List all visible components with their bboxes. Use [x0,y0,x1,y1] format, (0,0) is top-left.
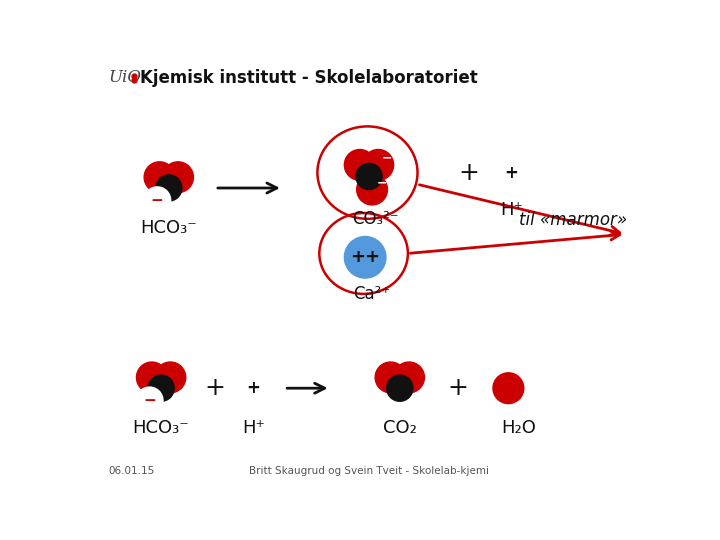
Circle shape [155,362,186,393]
Text: til «marmor»: til «marmor» [519,211,627,230]
Circle shape [144,187,171,213]
Circle shape [475,375,501,401]
Circle shape [344,237,386,278]
Circle shape [375,362,406,393]
Circle shape [498,159,526,186]
Text: +: + [447,376,468,400]
Circle shape [514,380,540,406]
Text: H⁺: H⁺ [500,200,523,219]
Text: −: − [377,176,387,189]
Text: H⁺: H⁺ [242,419,265,437]
Circle shape [144,162,175,193]
Circle shape [163,162,194,193]
Text: +: + [459,160,480,185]
Circle shape [137,387,163,414]
Text: +: + [204,376,225,400]
Circle shape [394,362,425,393]
Text: CO₂: CO₂ [383,419,417,437]
Circle shape [137,362,167,393]
Circle shape [363,150,394,180]
Circle shape [356,164,382,190]
Circle shape [156,175,182,201]
Text: Ca²⁺: Ca²⁺ [353,285,390,303]
Circle shape [344,150,375,180]
Text: ++: ++ [350,248,380,266]
Text: CO₃²⁻: CO₃²⁻ [352,210,398,228]
Text: 06.01.15: 06.01.15 [109,467,155,476]
Text: −: − [143,393,156,408]
Circle shape [148,375,174,401]
Circle shape [493,373,523,403]
Circle shape [387,375,413,401]
Text: UiO: UiO [109,69,142,86]
Text: +: + [505,164,518,181]
Text: −: − [151,193,163,208]
Circle shape [356,174,387,205]
Text: −: − [382,151,392,165]
Text: Britt Skaugrud og Svein Tveit - Skolelab-kjemi: Britt Skaugrud og Svein Tveit - Skolelab… [249,467,489,476]
Circle shape [240,374,267,402]
Text: HCO₃⁻: HCO₃⁻ [140,219,197,237]
Text: Kjemisk institutt - Skolelaboratoriet: Kjemisk institutt - Skolelaboratoriet [140,69,477,87]
Text: HCO₃⁻: HCO₃⁻ [132,419,189,437]
Text: H₂O: H₂O [502,419,536,437]
Text: +: + [246,379,261,397]
